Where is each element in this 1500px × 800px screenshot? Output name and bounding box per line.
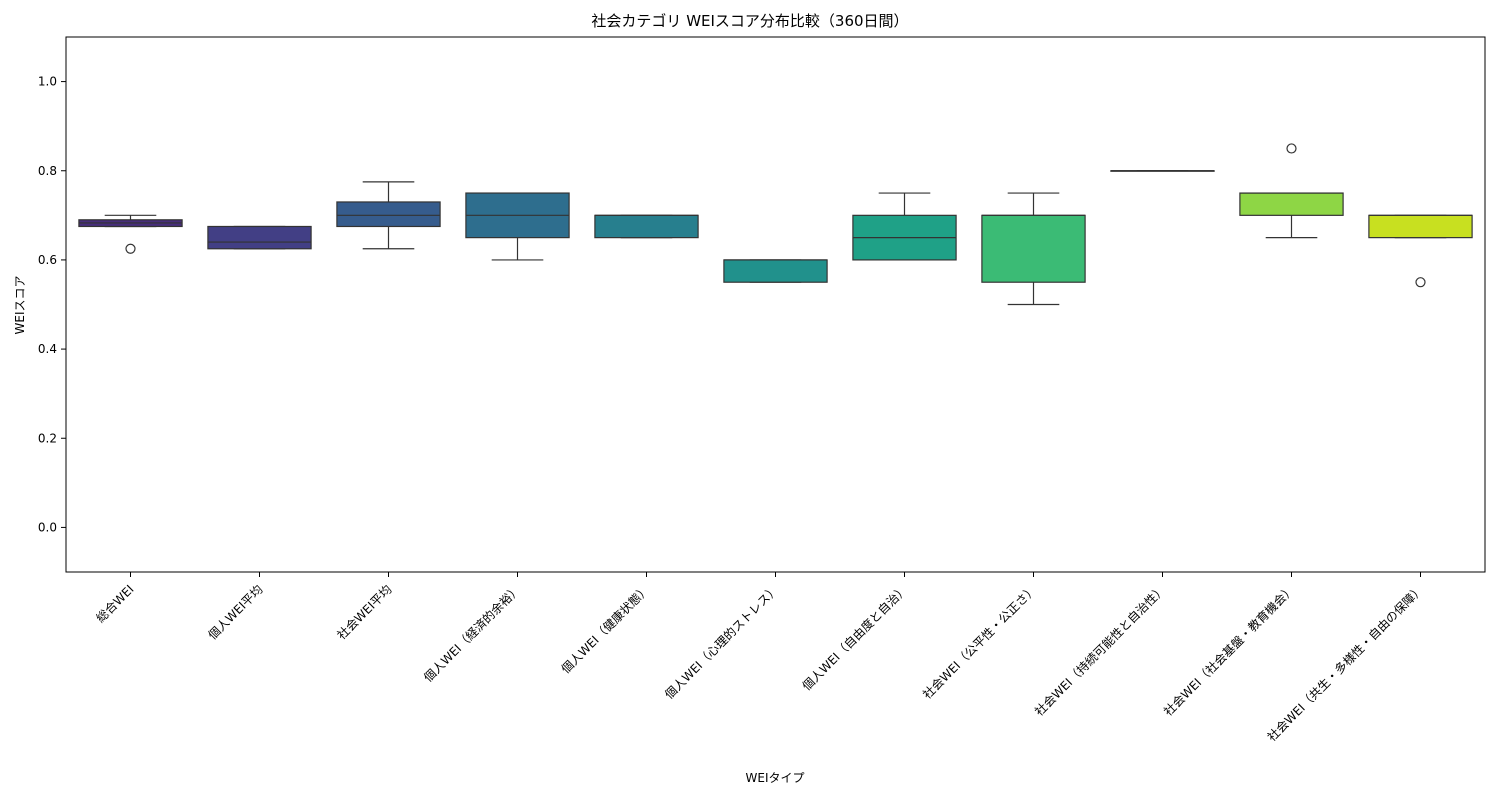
y-axis-ticks: 0.0 0.2 0.4 0.6 0.8 1.0	[38, 75, 66, 534]
x-tick-label: 社会WEI（持続可能性と自治性）	[1031, 582, 1168, 719]
chart-title: 社会カテゴリ WEIスコア分布比較（360日間）	[591, 12, 909, 30]
y-tick-label: 0.0	[38, 520, 57, 534]
box-group	[1368, 214, 1473, 288]
boxes-layer	[78, 143, 1473, 306]
y-tick-label: 1.0	[38, 75, 57, 89]
box-group	[465, 192, 570, 261]
x-tick-label: 総合WEI	[93, 582, 137, 626]
outlier-point	[125, 243, 136, 254]
box-body	[336, 201, 441, 228]
x-tick-label: 社会WEI（社会基盤・教育機会）	[1160, 582, 1297, 719]
box-body	[981, 214, 1086, 283]
y-tick-label: 0.4	[38, 342, 57, 356]
box-group	[336, 181, 441, 250]
x-tick-label: 個人WEI平均	[206, 582, 266, 642]
box-group	[852, 192, 957, 261]
x-tick-label: 個人WEI（健康状態）	[558, 582, 653, 677]
box-body	[723, 259, 828, 283]
x-tick-label: 個人WEI（心理的ストレス）	[661, 582, 781, 702]
y-axis-label: WEIスコア	[13, 276, 27, 335]
x-tick-label: 社会WEI平均	[334, 582, 395, 643]
box-group	[1239, 143, 1344, 239]
box-group	[723, 259, 828, 283]
box-body	[207, 225, 312, 250]
y-tick-label: 0.2	[38, 431, 57, 445]
box-body	[1368, 214, 1473, 239]
box-body	[594, 214, 699, 239]
y-tick-label: 0.8	[38, 164, 57, 178]
box-group	[207, 225, 312, 250]
box-group	[981, 192, 1086, 306]
box-group	[1110, 170, 1215, 172]
box-group	[78, 214, 183, 254]
y-tick-label: 0.6	[38, 253, 57, 267]
box-body	[1239, 192, 1344, 216]
x-tick-label: 社会WEI（共生・多様性・自由の保障）	[1264, 582, 1427, 745]
outlier-point	[1286, 143, 1297, 154]
x-axis-ticks: 総合WEI 個人WEI平均 社会WEI平均 個人WEI（経済的余裕） 個人WEI（健康状…	[93, 572, 1427, 744]
x-tick-label: 個人WEI（経済的余裕）	[420, 582, 523, 685]
plot-area-frame	[65, 36, 1486, 573]
outlier-point	[1415, 277, 1426, 288]
x-axis-label: WEIタイプ	[746, 771, 805, 785]
box-group	[594, 214, 699, 239]
x-tick-label: 個人WEI（自由度と自治）	[799, 582, 911, 694]
x-tick-label: 社会WEI（公平性・公正さ）	[919, 582, 1039, 702]
